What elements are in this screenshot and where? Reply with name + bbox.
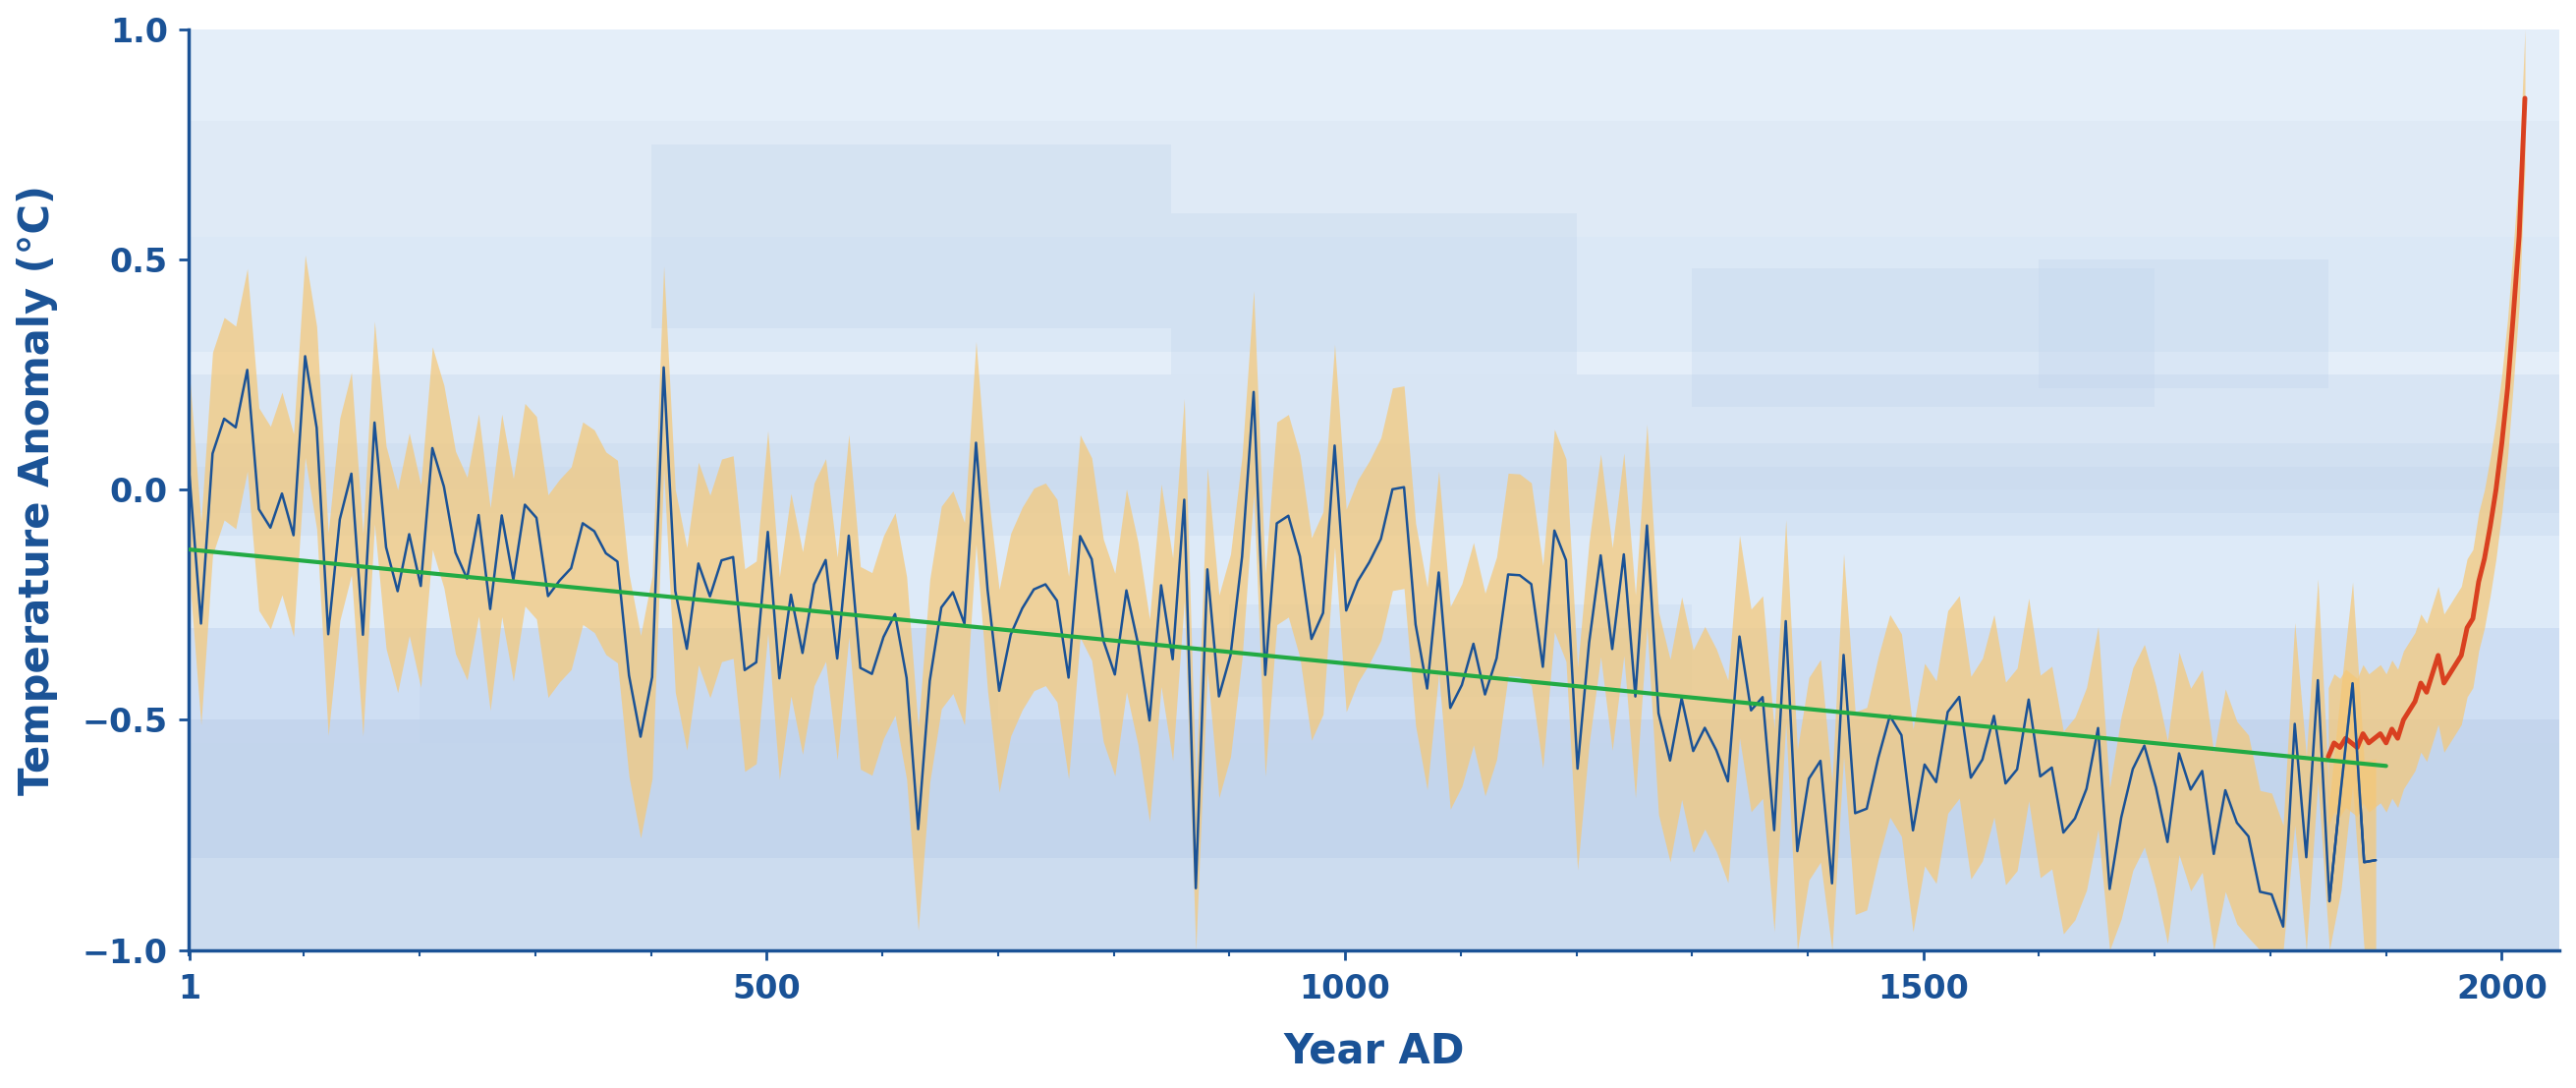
X-axis label: Year AD: Year AD [1283,1030,1466,1072]
Bar [652,145,1172,329]
Bar [420,628,997,743]
Bar [1692,269,2154,407]
Bar [1172,213,1577,374]
Y-axis label: Temperature Anomaly (°C): Temperature Anomaly (°C) [15,185,57,795]
Bar [2040,259,2329,388]
Bar [1229,605,1692,696]
